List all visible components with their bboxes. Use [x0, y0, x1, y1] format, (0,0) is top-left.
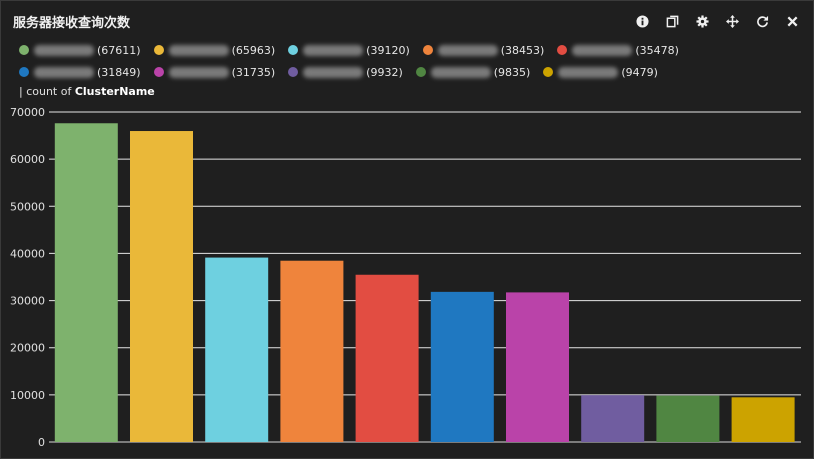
- legend-item[interactable]: (67611): [19, 41, 141, 59]
- legend-swatch: [543, 67, 554, 77]
- y-tick-label: 60000: [10, 153, 45, 166]
- legend-redacted-name: [430, 66, 491, 78]
- settings-button[interactable]: [687, 11, 717, 31]
- subtitle-prefix: | count of: [19, 85, 75, 98]
- move-icon: [725, 14, 739, 28]
- y-tick-label: 20000: [10, 342, 45, 355]
- legend-swatch: [557, 45, 568, 55]
- legend-redacted-name: [34, 44, 94, 56]
- legend-swatch: [422, 45, 433, 55]
- legend-count: (31735): [231, 65, 276, 79]
- bar[interactable]: [355, 274, 419, 442]
- legend-swatch: [288, 67, 299, 77]
- subtitle-field: ClusterName: [74, 85, 155, 98]
- legend-count: (9479): [621, 65, 658, 79]
- legend-swatch: [19, 45, 29, 55]
- copy-icon: [666, 15, 678, 27]
- close-button[interactable]: [777, 11, 807, 31]
- legend-swatch: [153, 67, 164, 77]
- bar[interactable]: [506, 292, 569, 442]
- y-tick-label: 50000: [10, 200, 45, 213]
- legend-swatch: [19, 67, 29, 77]
- bar[interactable]: [430, 291, 494, 442]
- legend-item[interactable]: (35478): [557, 41, 679, 59]
- refresh-button[interactable]: [747, 11, 777, 31]
- legend-item[interactable]: (9479): [543, 63, 658, 81]
- panel-title: 服务器接收查询次数: [13, 16, 131, 31]
- legend-count: (65963): [231, 43, 276, 57]
- legend-count: (38453): [500, 43, 545, 57]
- chart-legend: (67611) (65963) (39120) (38453) (35478) (3184…: [19, 41, 809, 81]
- legend-count: (9835): [493, 65, 531, 79]
- legend-item[interactable]: (38453): [422, 41, 545, 59]
- close-icon: [787, 16, 797, 26]
- bar[interactable]: [54, 123, 118, 443]
- legend-item[interactable]: (39120): [288, 41, 410, 59]
- panel-header: 服务器接收查询次数: [1, 1, 813, 39]
- legend-redacted-name: [303, 44, 364, 56]
- legend-item[interactable]: (65963): [153, 41, 276, 59]
- legend-redacted-name: [168, 66, 229, 78]
- copy-button[interactable]: [657, 11, 687, 31]
- legend-redacted-name: [34, 66, 94, 78]
- legend-count: (31849): [97, 65, 141, 79]
- legend-swatch: [153, 45, 164, 55]
- legend-item[interactable]: (31735): [153, 63, 276, 81]
- legend-item[interactable]: (31849): [19, 63, 141, 81]
- bar[interactable]: [130, 131, 193, 443]
- bar[interactable]: [581, 395, 645, 442]
- bar[interactable]: [280, 260, 344, 442]
- y-tick-label: 40000: [10, 247, 45, 260]
- legend-redacted-name: [558, 66, 619, 78]
- legend-item[interactable]: (9835): [415, 63, 531, 81]
- move-button[interactable]: [717, 11, 747, 31]
- legend-swatch: [288, 45, 299, 55]
- bar[interactable]: [205, 257, 269, 442]
- gear-icon: [695, 14, 709, 28]
- legend-redacted-name: [168, 44, 229, 56]
- info-icon: [635, 14, 649, 28]
- legend-count: (9932): [366, 65, 403, 79]
- panel-toolbar: [627, 11, 807, 31]
- y-tick-label: 10000: [10, 389, 45, 402]
- legend-swatch: [415, 67, 426, 77]
- bar[interactable]: [656, 395, 720, 442]
- info-button[interactable]: [627, 11, 657, 31]
- legend-redacted-name: [303, 66, 364, 78]
- chart-subtitle: | count of ClusterName: [19, 85, 155, 98]
- y-tick-label: 30000: [10, 295, 45, 308]
- legend-count: (35478): [635, 43, 679, 57]
- legend-count: (67611): [97, 43, 141, 57]
- y-tick-label: 70000: [10, 106, 45, 119]
- bar[interactable]: [731, 397, 795, 442]
- legend-count: (39120): [366, 43, 410, 57]
- legend-redacted-name: [572, 44, 633, 56]
- refresh-icon: [756, 15, 768, 27]
- legend-redacted-name: [437, 44, 498, 56]
- legend-item[interactable]: (9932): [288, 63, 403, 81]
- y-tick-label: 0: [38, 436, 45, 449]
